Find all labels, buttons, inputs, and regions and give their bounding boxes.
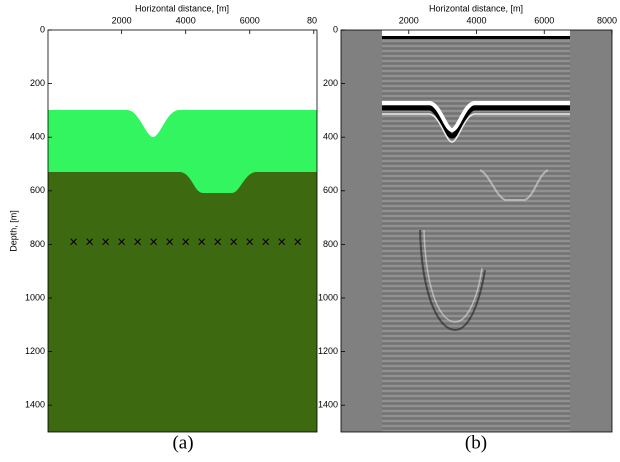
y-tick-label: 600 [30, 185, 45, 195]
receiver-marker [230, 238, 238, 246]
caption: (a) [172, 432, 193, 453]
x-tick-label: 4000 [466, 15, 486, 25]
y-tick-label: 1400 [318, 400, 338, 410]
receiver-marker [262, 238, 270, 246]
y-tick-label: 400 [323, 132, 338, 142]
x-tick-label: 8000 [597, 15, 617, 25]
receiver-marker [102, 238, 109, 246]
receiver-marker [134, 238, 142, 246]
y-tick-label: 200 [323, 78, 338, 88]
y-tick-label: 1000 [318, 292, 338, 302]
receiver-marker [198, 238, 206, 246]
receiver-marker [150, 238, 158, 246]
receiver-marker [246, 238, 254, 246]
receiver-marker [278, 238, 286, 246]
caption: (b) [465, 432, 487, 453]
receiver-marker [118, 238, 126, 246]
receiver-marker [70, 238, 77, 246]
receiver-marker [166, 238, 174, 246]
y-tick-label: 1200 [318, 346, 338, 356]
receiver-marker [86, 238, 93, 246]
x-tick-label: 6000 [534, 15, 554, 25]
x-tick-label: 2000 [399, 15, 419, 25]
y-tick-label: 1200 [25, 346, 45, 356]
y-axis-label: Depth, [m] [8, 210, 18, 252]
x-tick-label: 2000 [112, 15, 132, 25]
x-tick-label: 4000 [176, 15, 196, 25]
y-tick-label: 0 [333, 24, 338, 34]
y-tick-label: 1400 [25, 400, 45, 410]
receiver-marker [294, 238, 302, 246]
receiver-marker [182, 238, 190, 246]
x-tick-label: 6000 [240, 15, 260, 25]
seismic-image [340, 29, 613, 433]
x-axis-label: Horizontal distance, [m] [135, 3, 229, 13]
y-tick-label: 400 [30, 132, 45, 142]
y-tick-label: 1000 [25, 292, 45, 302]
y-tick-label: 0 [40, 24, 45, 34]
y-tick-label: 800 [323, 239, 338, 249]
x-axis-label: Horizontal distance, [m] [429, 3, 523, 13]
y-tick-label: 600 [323, 185, 338, 195]
y-tick-label: 200 [30, 78, 45, 88]
x-tick-label: 80 [307, 15, 317, 25]
model-layers [47, 29, 318, 433]
y-tick-label: 800 [30, 239, 45, 249]
receiver-marker [214, 238, 222, 246]
